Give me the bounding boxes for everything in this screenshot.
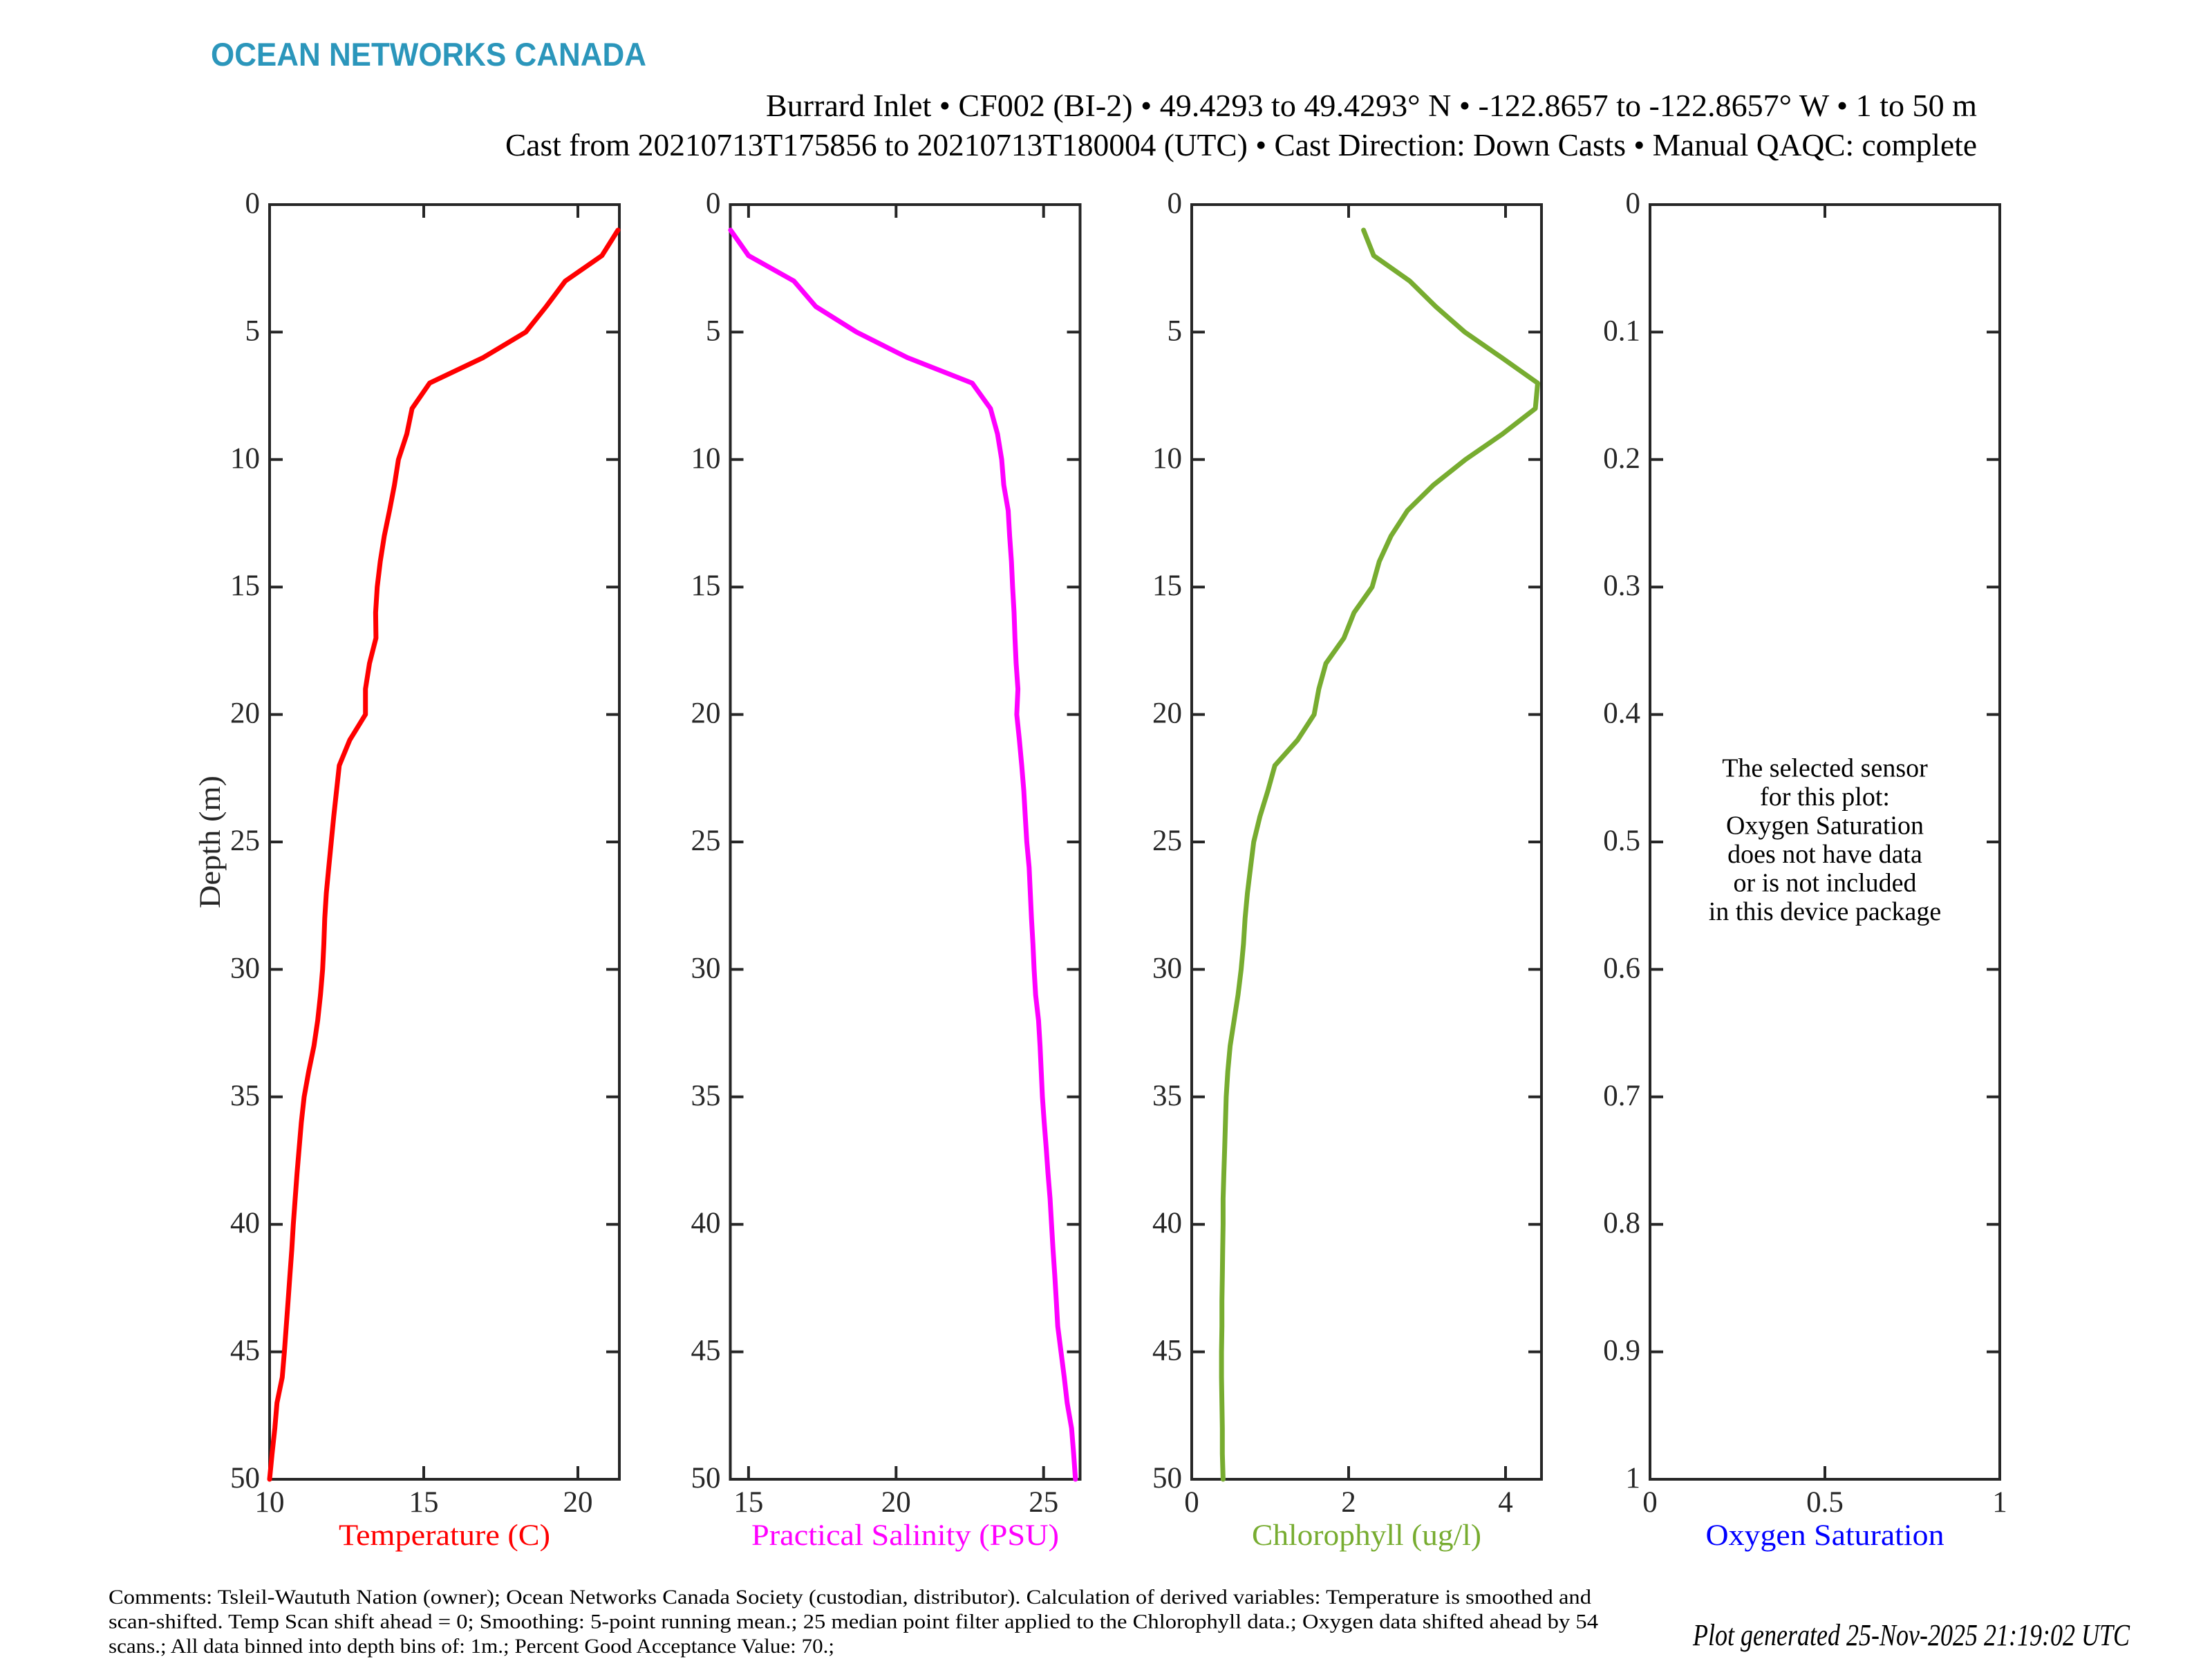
svg-text:50: 50: [1152, 1462, 1182, 1494]
svg-text:0.4: 0.4: [1603, 697, 1640, 730]
svg-text:1: 1: [1992, 1486, 2007, 1519]
svg-text:20: 20: [230, 697, 260, 730]
svg-text:5: 5: [706, 315, 721, 347]
svg-text:Practical Salinity (PSU): Practical Salinity (PSU): [751, 1519, 1059, 1552]
svg-text:Oxygen Saturation: Oxygen Saturation: [1726, 812, 1924, 841]
svg-text:25: 25: [1029, 1486, 1058, 1519]
svg-text:does not have data: does not have data: [1727, 840, 1922, 869]
svg-text:35: 35: [691, 1080, 721, 1112]
svg-text:Temperature (C): Temperature (C): [339, 1519, 550, 1552]
svg-text:25: 25: [230, 825, 260, 857]
svg-text:Cast from 20210713T175856 to 2: Cast from 20210713T175856 to 20210713T18…: [505, 128, 1977, 162]
svg-text:0.3: 0.3: [1603, 570, 1640, 602]
svg-text:0.7: 0.7: [1603, 1080, 1640, 1112]
svg-text:0: 0: [1184, 1486, 1199, 1519]
svg-text:scan-shifted. Temp Scan shift: scan-shifted. Temp Scan shift ahead = 0;…: [109, 1611, 1598, 1633]
svg-text:2: 2: [1341, 1486, 1356, 1519]
svg-text:45: 45: [230, 1335, 260, 1367]
svg-text:15: 15: [733, 1486, 763, 1519]
svg-text:0.8: 0.8: [1603, 1207, 1640, 1239]
svg-text:30: 30: [691, 952, 721, 984]
svg-text:0.2: 0.2: [1603, 442, 1640, 475]
svg-text:5: 5: [1168, 315, 1183, 347]
svg-text:15: 15: [409, 1486, 439, 1519]
svg-text:0.1: 0.1: [1603, 315, 1640, 347]
svg-text:0.5: 0.5: [1806, 1486, 1844, 1519]
svg-text:0.6: 0.6: [1603, 952, 1640, 984]
svg-text:Burrard Inlet • CF002 (BI-2) •: Burrard Inlet • CF002 (BI-2) • 49.4293 t…: [766, 88, 1977, 123]
svg-text:scans.; All data binned into d: scans.; All data binned into depth bins …: [109, 1635, 834, 1658]
svg-text:0: 0: [1168, 187, 1183, 220]
svg-text:Depth (m): Depth (m): [194, 776, 227, 908]
svg-text:0: 0: [1626, 187, 1641, 220]
svg-text:or is not included: or is not included: [1734, 869, 1917, 898]
svg-text:Oxygen Saturation: Oxygen Saturation: [1706, 1519, 1944, 1552]
svg-text:5: 5: [245, 315, 261, 347]
svg-text:for this plot:: for this plot:: [1760, 782, 1890, 812]
svg-text:10: 10: [691, 442, 721, 475]
svg-text:25: 25: [691, 825, 721, 857]
svg-text:45: 45: [1152, 1335, 1182, 1367]
svg-text:10: 10: [1152, 442, 1182, 475]
svg-text:15: 15: [230, 570, 260, 602]
svg-text:10: 10: [255, 1486, 285, 1519]
svg-text:1: 1: [1626, 1462, 1641, 1494]
svg-text:0.9: 0.9: [1603, 1335, 1640, 1367]
svg-text:40: 40: [691, 1207, 721, 1239]
svg-text:The selected sensor: The selected sensor: [1722, 754, 1928, 783]
svg-text:30: 30: [1152, 952, 1182, 984]
svg-text:35: 35: [230, 1080, 260, 1112]
svg-text:50: 50: [691, 1462, 721, 1494]
svg-text:Plot generated 25-Nov-2025 21:: Plot generated 25-Nov-2025 21:19:02 UTC: [1692, 1618, 2130, 1652]
svg-text:15: 15: [1152, 570, 1182, 602]
svg-text:30: 30: [230, 952, 260, 984]
svg-text:0: 0: [1642, 1486, 1658, 1519]
svg-text:40: 40: [230, 1207, 260, 1239]
svg-text:25: 25: [1152, 825, 1182, 857]
svg-text:50: 50: [230, 1462, 260, 1494]
svg-text:10: 10: [230, 442, 260, 475]
svg-text:Comments: Tsleil-Waututh Natio: Comments: Tsleil-Waututh Nation (owner);…: [109, 1586, 1591, 1609]
svg-text:0: 0: [245, 187, 261, 220]
svg-text:4: 4: [1498, 1486, 1513, 1519]
svg-text:0.5: 0.5: [1603, 825, 1640, 857]
svg-text:0: 0: [706, 187, 721, 220]
svg-text:20: 20: [563, 1486, 593, 1519]
svg-text:OCEAN NETWORKS CANADA: OCEAN NETWORKS CANADA: [211, 36, 646, 73]
svg-text:Chlorophyll (ug/l): Chlorophyll (ug/l): [1252, 1519, 1481, 1552]
svg-text:20: 20: [691, 697, 721, 730]
svg-text:in this device package: in this device package: [1709, 897, 1942, 926]
svg-text:40: 40: [1152, 1207, 1182, 1239]
svg-text:20: 20: [881, 1486, 911, 1519]
svg-text:20: 20: [1152, 697, 1182, 730]
svg-text:35: 35: [1152, 1080, 1182, 1112]
svg-text:45: 45: [691, 1335, 721, 1367]
svg-text:15: 15: [691, 570, 721, 602]
